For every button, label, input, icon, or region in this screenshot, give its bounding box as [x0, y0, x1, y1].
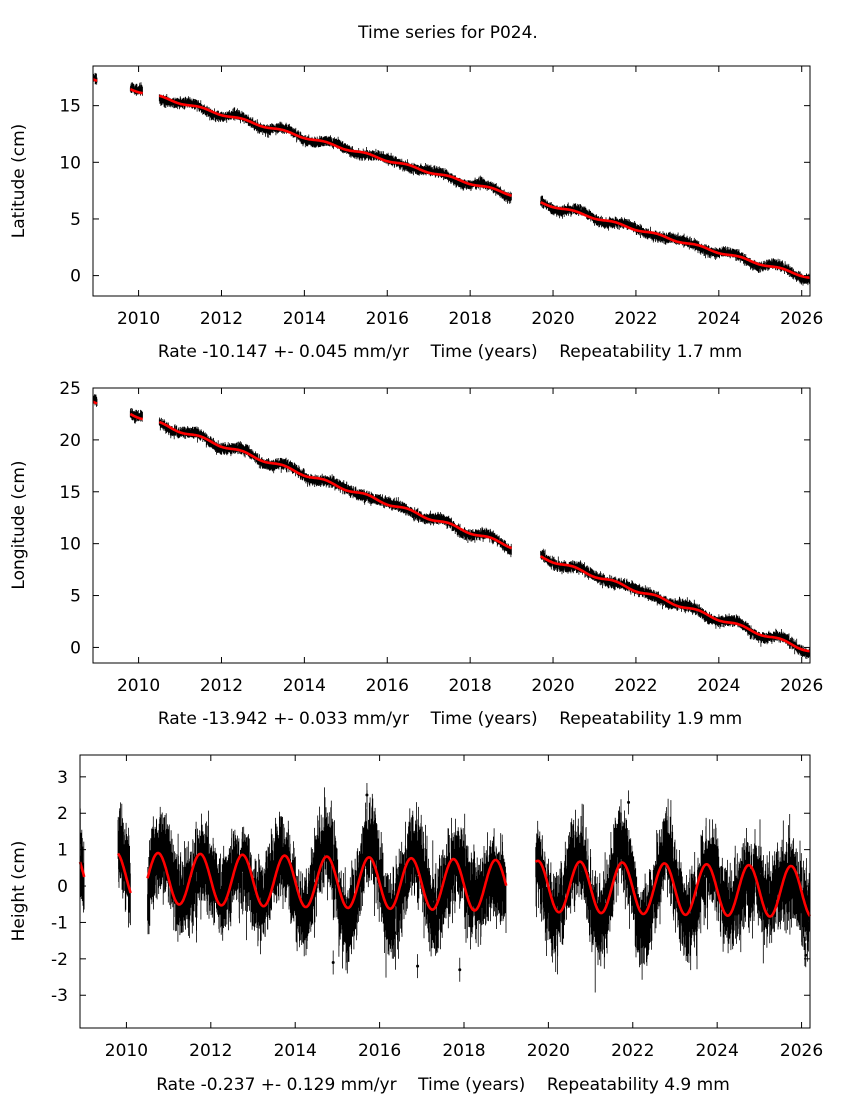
- figure: Time series for P024. Latitude (cm) 2010…: [0, 0, 850, 1100]
- longitude-x-tick-label-2026: 2026: [780, 676, 823, 696]
- longitude-observations: [93, 394, 810, 659]
- longitude-model-fit-segment-0: [93, 402, 97, 404]
- height-outlier-4: [365, 794, 368, 797]
- longitude-y-tick-label-20: 20: [59, 431, 81, 451]
- height-data-layer: [80, 783, 810, 992]
- height-outlier-5: [627, 801, 630, 804]
- longitude-x-tick-label-2022: 2022: [614, 676, 657, 696]
- longitude-y-axis-label: Longitude (cm): [9, 460, 29, 589]
- latitude-observations: [93, 73, 810, 286]
- latitude-model-fit-segment-3: [541, 202, 810, 277]
- height-x-axis-label: Rate -0.237 +- 0.129 mm/yr Time (years) …: [156, 1075, 730, 1095]
- height-observation-error-bars: [80, 787, 810, 992]
- longitude-x-tick-label-2010: 2010: [117, 676, 160, 696]
- figure-title: Time series for P024.: [357, 23, 538, 43]
- height-y-tick-label-0: 0: [57, 877, 68, 897]
- height-x-tick-label-2016: 2016: [358, 1041, 401, 1061]
- longitude-x-tick-label-2020: 2020: [531, 676, 574, 696]
- height-x-tick-label-2012: 2012: [189, 1041, 232, 1061]
- height-y-tick-label--2: -2: [51, 950, 68, 970]
- latitude-x-tick-label-2014: 2014: [283, 309, 326, 329]
- longitude-x-tick-label-2024: 2024: [697, 676, 740, 696]
- height-x-tick-label-2020: 2020: [527, 1041, 570, 1061]
- height-y-tick-label--1: -1: [51, 913, 68, 933]
- height-outlier-3: [804, 954, 807, 957]
- latitude-x-tick-label-2024: 2024: [697, 309, 740, 329]
- latitude-observation-error-bars: [93, 73, 810, 286]
- latitude-x-tick-label-2018: 2018: [449, 309, 492, 329]
- longitude-x-tick-label-2018: 2018: [449, 676, 492, 696]
- latitude-model-fit-segment-2: [159, 96, 511, 196]
- latitude-x-tick-label-2022: 2022: [614, 309, 657, 329]
- latitude-y-tick-label-10: 10: [59, 153, 81, 173]
- latitude-y-axis-label: Latitude (cm): [9, 124, 29, 239]
- longitude-x-axis-label: Rate -13.942 +- 0.033 mm/yr Time (years)…: [158, 709, 742, 729]
- longitude-panel: Longitude (cm) 2010 2012 2014 2016 2018 2020 2…: [9, 379, 823, 729]
- longitude-data-layer: [93, 394, 810, 659]
- longitude-y-tick-label-25: 25: [59, 379, 81, 399]
- latitude-x-tick-label-2020: 2020: [531, 309, 574, 329]
- latitude-x-tick-label-2012: 2012: [200, 309, 243, 329]
- height-x-tick-label-2026: 2026: [780, 1041, 823, 1061]
- latitude-model-fit-segment-0: [93, 79, 97, 80]
- height-y-tick-label-3: 3: [57, 768, 68, 788]
- longitude-y-tick-label-5: 5: [70, 587, 81, 607]
- height-y-axis-label: Height (cm): [9, 841, 29, 942]
- longitude-x-tick-label-2016: 2016: [366, 676, 409, 696]
- height-observations: [80, 783, 810, 992]
- height-x-tick-label-2014: 2014: [274, 1041, 317, 1061]
- longitude-ticks: 2010 2012 2014 2016 2018 2020 2022 2024 2026 0 5 10…: [59, 379, 823, 696]
- height-x-tick-label-2022: 2022: [611, 1041, 654, 1061]
- height-x-tick-label-2018: 2018: [442, 1041, 485, 1061]
- latitude-y-tick-label-15: 15: [59, 97, 81, 117]
- latitude-data-layer: [93, 73, 810, 286]
- longitude-x-tick-label-2012: 2012: [200, 676, 243, 696]
- latitude-x-axis-label: Rate -10.147 +- 0.045 mm/yr Time (years)…: [158, 342, 742, 362]
- longitude-y-tick-label-15: 15: [59, 483, 81, 503]
- longitude-observation-error-bars: [93, 394, 810, 659]
- latitude-y-tick-label-5: 5: [70, 210, 81, 230]
- height-panel: Height (cm) 2010 2012 2014 2016 2018 2020 2022…: [9, 755, 823, 1095]
- longitude-y-tick-label-10: 10: [59, 535, 81, 555]
- height-x-tick-label-2010: 2010: [105, 1041, 148, 1061]
- latitude-x-tick-label-2016: 2016: [366, 309, 409, 329]
- latitude-panel: Latitude (cm) 2010 2012 2014 2016 2018 2020 20…: [9, 66, 823, 362]
- latitude-x-tick-label-2026: 2026: [780, 309, 823, 329]
- height-y-tick-label-2: 2: [57, 804, 68, 824]
- longitude-x-tick-label-2014: 2014: [283, 676, 326, 696]
- height-x-tick-label-2024: 2024: [696, 1041, 739, 1061]
- height-y-tick-label-1: 1: [57, 841, 68, 861]
- latitude-y-tick-label-0: 0: [70, 267, 81, 287]
- longitude-model-fit-segment-2: [159, 422, 511, 548]
- longitude-y-tick-label-0: 0: [70, 638, 81, 658]
- height-outlier-1: [416, 965, 419, 968]
- height-outlier-2: [458, 968, 461, 971]
- height-y-tick-label--3: -3: [51, 986, 68, 1006]
- height-outlier-0: [332, 961, 335, 964]
- latitude-x-tick-label-2010: 2010: [117, 309, 160, 329]
